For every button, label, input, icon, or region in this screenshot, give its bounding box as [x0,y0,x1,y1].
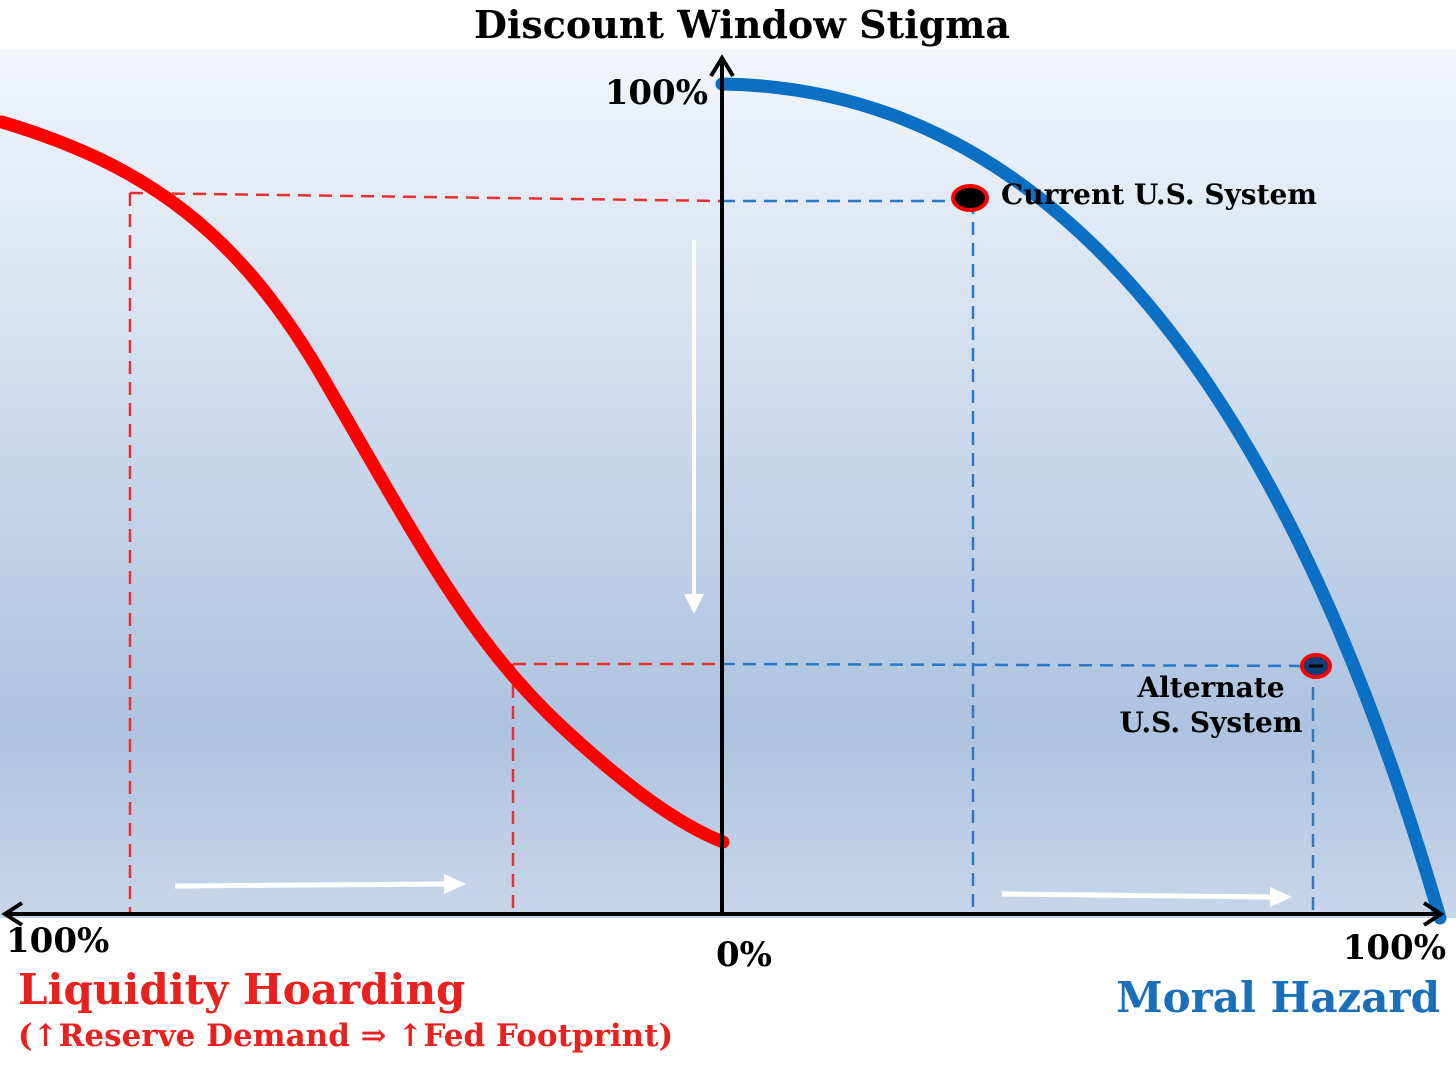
blue-guide-lower-horizontal [721,662,1317,668]
x-axis-left-label: 100% [6,921,109,961]
x-axis-right-label: 100% [1343,928,1446,968]
current-system-label: Current U.S. System [1001,178,1317,211]
moral-hazard-title: Moral Hazard [1116,973,1440,1022]
x-axis-center-label: 0% [716,935,772,975]
x-axis-left-arrowhead [1,901,24,927]
blue-guide-lines [721,199,1317,914]
y-axis-top-label: 100% [605,73,708,113]
axes [1,54,1445,927]
white-arrows [174,240,1292,907]
red-guide-lines [128,191,723,914]
alternate-system-label-line2: U.S. System [1120,706,1303,739]
down-arrow-head [684,594,704,614]
red-guide-upper-horizontal [129,191,723,203]
y-axis-arrowhead [709,54,735,78]
liquidity-hoarding-curve [0,115,730,849]
left-right-arrow-shaft [174,881,447,889]
right-right-arrow-shaft [1001,891,1273,900]
diagram-title: Discount Window Stigma [474,2,1010,47]
alternate-system-label-line1: Alternate [1136,671,1284,704]
left-right-arrow-head [444,874,466,894]
moral-hazard-curve [715,77,1447,925]
right-right-arrow-head [1270,887,1292,907]
liquidity-hoarding-title: Liquidity Hoarding [18,965,465,1014]
x-axis-right-arrowhead [1422,901,1445,927]
current-system-marker [951,184,989,212]
liquidity-hoarding-subtitle: (↑Reserve Demand ⇒ ↑Fed Footprint) [18,1018,673,1054]
